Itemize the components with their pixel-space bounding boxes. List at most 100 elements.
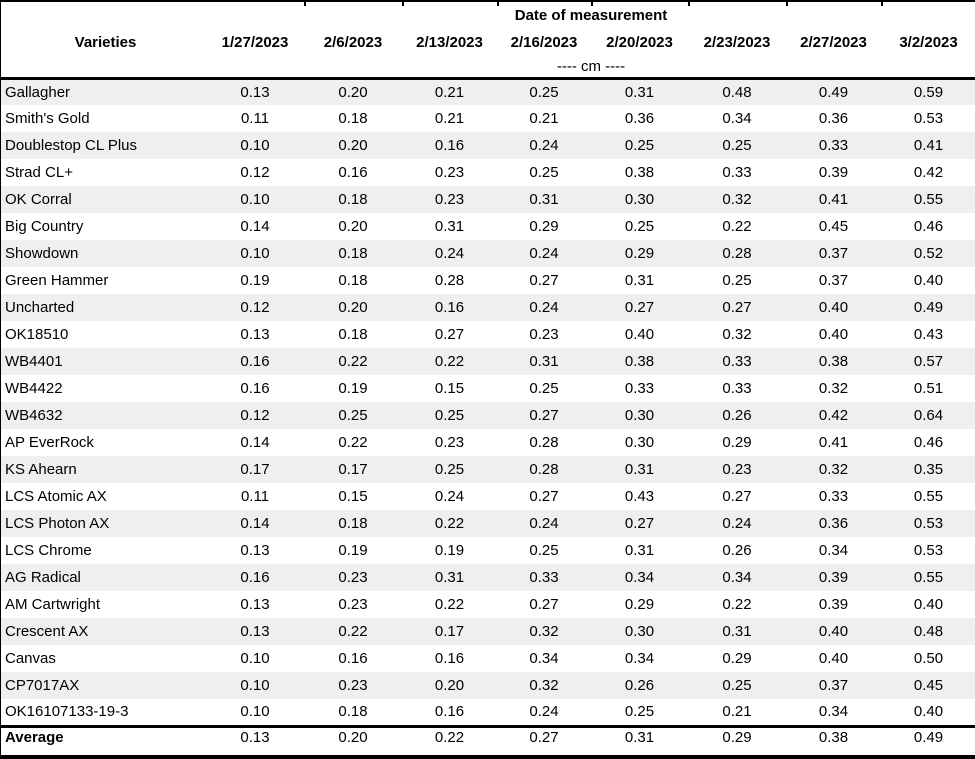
column-tick <box>402 2 404 6</box>
measurement-value: 0.23 <box>434 164 465 181</box>
measurement-value: 0.25 <box>529 164 559 181</box>
measurement-value: 0.15 <box>338 488 368 505</box>
variety-name: Showdown <box>5 245 79 262</box>
measurement-value: 0.18 <box>338 326 368 343</box>
table-row: AG Radical 0.16 0.23 0.31 0.33 0.34 0.34 0.39 0.… <box>1 564 975 591</box>
measurement-value: 0.25 <box>722 272 752 289</box>
measurement-value: 0.33 <box>818 137 849 154</box>
variety-name: Strad CL+ <box>5 164 73 181</box>
measurement-value: 0.27 <box>722 488 752 505</box>
measurement-value: 0.22 <box>338 623 368 640</box>
variety-name: Green Hammer <box>5 272 109 289</box>
column-tick <box>591 2 593 6</box>
measurement-value: 0.13 <box>240 326 270 343</box>
date-header: 2/23/2023 <box>703 33 771 51</box>
measurement-value: 0.29 <box>529 218 559 235</box>
measurement-value: 0.46 <box>913 218 944 235</box>
table-row: LCS Chrome 0.13 0.19 0.19 0.25 0.31 0.26 0.34 0.… <box>1 537 975 564</box>
measurement-value: 0.41 <box>913 137 944 154</box>
measurement-value: 0.52 <box>913 245 944 262</box>
measurement-value: 0.34 <box>722 569 752 586</box>
measurement-value: 0.22 <box>722 218 752 235</box>
measurement-value: 0.22 <box>338 353 368 370</box>
measurement-value: 0.27 <box>624 299 655 316</box>
measurement-value: 0.35 <box>913 461 944 478</box>
variety-name: KS Ahearn <box>5 461 77 478</box>
table-row: Doublestop CL Plus 0.10 0.20 0.16 0.24 0.25 0.… <box>1 132 975 159</box>
measurement-value: 0.29 <box>722 650 752 667</box>
measurement-value: 0.16 <box>434 137 465 154</box>
measurement-value: 0.25 <box>434 407 465 424</box>
measurement-value: 0.27 <box>624 515 655 532</box>
measurement-value: 0.57 <box>913 353 944 370</box>
measurement-value: 0.49 <box>913 299 944 316</box>
date-header: 2/27/2023 <box>800 33 867 51</box>
measurement-value: 0.34 <box>818 703 849 721</box>
measurement-value: 0.19 <box>338 542 368 559</box>
measurement-value: 0.25 <box>722 137 752 154</box>
table-row: OK18510 0.13 0.18 0.27 0.23 0.40 0.32 0.40 0.43 <box>1 321 975 348</box>
column-tick <box>688 2 690 6</box>
measurement-value: 0.22 <box>722 596 752 613</box>
measurement-value: 0.36 <box>624 110 655 127</box>
measurement-value: 0.38 <box>624 164 655 181</box>
measurement-value: 0.31 <box>722 623 752 640</box>
variety-name: Doublestop CL Plus <box>5 137 138 154</box>
measurement-value: 0.20 <box>338 299 368 316</box>
measurement-value: 0.33 <box>818 488 849 505</box>
measurement-value: 0.18 <box>338 191 368 208</box>
measurement-value: 0.21 <box>529 110 559 127</box>
measurement-value: 0.34 <box>624 650 655 667</box>
measurement-value: 0.53 <box>913 515 944 532</box>
column-tick <box>304 2 306 6</box>
measurement-value: 0.24 <box>722 515 752 532</box>
measurement-value: 0.17 <box>434 623 465 640</box>
measurement-value: 0.42 <box>818 407 849 424</box>
table-row: WB4632 0.12 0.25 0.25 0.27 0.30 0.26 0.42 0.64 <box>1 402 975 429</box>
measurement-value: 0.16 <box>434 703 465 721</box>
measurement-value: 0.34 <box>818 542 849 559</box>
measurement-value: 0.33 <box>722 353 752 370</box>
unit-label: ---- cm ---- <box>206 56 975 80</box>
variety-name: LCS Photon AX <box>5 515 110 532</box>
measurement-value: 0.41 <box>818 434 849 451</box>
measurement-value: 0.21 <box>722 703 752 721</box>
measurement-value: 0.21 <box>434 83 465 101</box>
measurement-value: 0.40 <box>913 703 944 721</box>
measurement-value: 0.25 <box>624 703 655 721</box>
variety-name: Canvas <box>5 650 56 667</box>
measurement-value: 0.24 <box>529 299 559 316</box>
measurement-value: 0.13 <box>240 596 270 613</box>
variety-name: Uncharted <box>5 299 75 316</box>
measurement-value: 0.29 <box>722 434 752 451</box>
variety-name: OK18510 <box>5 326 69 343</box>
table-row: Crescent AX 0.13 0.22 0.17 0.32 0.30 0.31 0.40 0… <box>1 618 975 645</box>
measurement-value: 0.46 <box>913 434 944 451</box>
measurement-value: 0.10 <box>240 245 270 262</box>
measurement-value: 0.39 <box>818 569 849 586</box>
date-header: 2/6/2023 <box>323 33 383 51</box>
measurement-value: 0.20 <box>338 83 368 101</box>
measurement-value: 0.16 <box>240 353 270 370</box>
measurement-value: 0.16 <box>338 164 368 181</box>
measurement-value: 0.11 <box>240 110 270 127</box>
measurement-value: 0.28 <box>434 272 465 289</box>
measurement-value: 0.16 <box>338 650 368 667</box>
measurement-value: 0.23 <box>434 191 465 208</box>
measurement-value: 0.32 <box>529 623 559 640</box>
measurement-value: 0.39 <box>818 164 849 181</box>
measurement-value: 0.26 <box>722 542 752 559</box>
table-row: OK16107133-19-3 0.10 0.18 0.16 0.24 0.25 0.21 0… <box>1 699 975 726</box>
column-tick <box>497 2 499 6</box>
measurement-value: 0.50 <box>913 650 944 667</box>
average-label: Average <box>1 724 206 748</box>
measurement-value: 0.25 <box>338 407 368 424</box>
measurement-value: 0.24 <box>529 515 559 532</box>
measurement-value: 0.32 <box>722 191 752 208</box>
measurement-value: 0.16 <box>240 380 270 397</box>
measurement-value: 0.11 <box>240 488 270 505</box>
measurement-value: 0.36 <box>818 110 849 127</box>
measurement-value: 0.14 <box>240 515 270 532</box>
measurement-value: 0.10 <box>240 677 270 694</box>
